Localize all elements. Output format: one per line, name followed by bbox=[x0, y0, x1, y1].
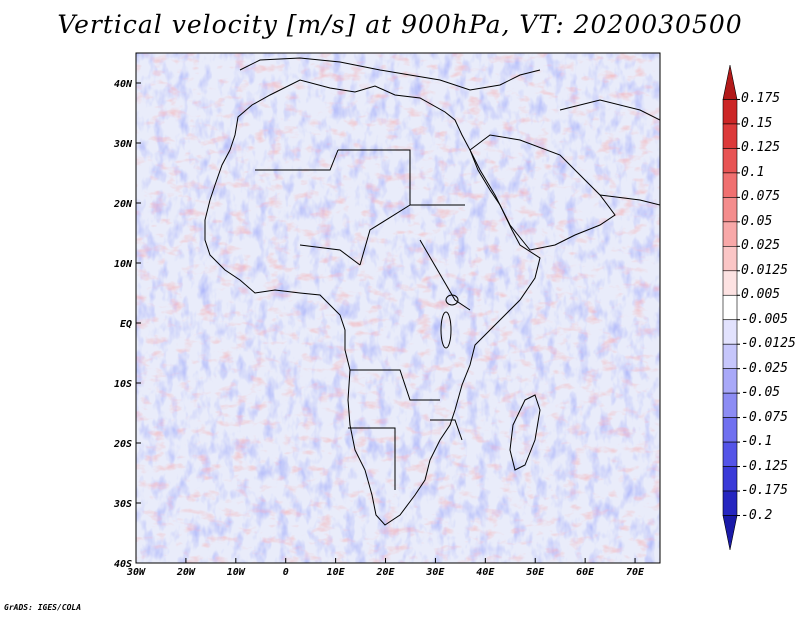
x-tick-label: 20W bbox=[176, 567, 196, 578]
colorbar-level-label: 0.1 bbox=[741, 164, 765, 180]
colorbar-swatch bbox=[722, 368, 738, 394]
grads-credit: GrADS: IGES/COLA bbox=[4, 603, 82, 612]
colorbar-swatch bbox=[722, 319, 738, 345]
colorbar-swatch bbox=[722, 490, 738, 516]
y-tick-label: 30N bbox=[113, 139, 133, 150]
x-tick-label: 50E bbox=[526, 567, 545, 578]
plot-area bbox=[136, 53, 660, 563]
colorbar-level-label: -0.05 bbox=[741, 385, 781, 401]
x-tick-label: 30E bbox=[425, 567, 445, 578]
colorbar-level-label: -0.1 bbox=[741, 434, 773, 450]
colorbar-level-label: -0.075 bbox=[741, 409, 788, 425]
colorbar-level-label: 0.175 bbox=[741, 91, 781, 107]
y-axis-ticks: 40N 30N 20N 10N EQ 10S 20S 30S 40S bbox=[113, 79, 141, 570]
x-tick-label: 40E bbox=[476, 567, 495, 578]
colorbar-level-label: 0.05 bbox=[741, 213, 773, 229]
x-tick-label: 10W bbox=[227, 567, 246, 578]
x-tick-label: 70E bbox=[626, 567, 645, 578]
colorbar-swatch bbox=[722, 148, 738, 174]
x-tick-label: 10E bbox=[327, 567, 346, 578]
vertical-velocity-field bbox=[136, 53, 660, 563]
x-tick-label: 30W bbox=[126, 567, 146, 578]
colorbar-swatch bbox=[722, 246, 738, 272]
colorbar-level-label: -0.005 bbox=[741, 311, 788, 327]
y-tick-label: 10N bbox=[114, 259, 133, 270]
y-tick-label: 20S bbox=[113, 439, 132, 450]
colorbar-level-label: 0.075 bbox=[741, 189, 781, 205]
colorbar-swatch bbox=[722, 417, 738, 443]
colorbar-swatch bbox=[722, 441, 738, 467]
y-tick-label: 40S bbox=[114, 559, 132, 570]
colorbar-swatch bbox=[722, 172, 738, 198]
colorbar-swatch bbox=[722, 466, 738, 492]
colorbar-level-label: 0.025 bbox=[741, 238, 781, 254]
colorbar-level-label: -0.025 bbox=[741, 360, 788, 376]
colorbar-level-label: -0.0125 bbox=[741, 336, 796, 352]
lake-tanganyika-outline bbox=[440, 311, 452, 349]
colorbar bbox=[722, 64, 740, 551]
y-tick-label: 30S bbox=[113, 499, 132, 510]
colorbar-swatch bbox=[722, 221, 738, 247]
y-tick-label: 20N bbox=[113, 199, 133, 210]
colorbar-swatch bbox=[722, 294, 738, 321]
y-tick-label: 10S bbox=[114, 379, 132, 390]
plot-frame bbox=[135, 52, 661, 564]
colorbar-swatch bbox=[722, 270, 738, 296]
x-tick-label: 60E bbox=[576, 567, 595, 578]
colorbar-swatch bbox=[722, 123, 738, 149]
colorbar-level-label: -0.2 bbox=[741, 507, 773, 523]
colorbar-swatch bbox=[722, 64, 738, 100]
y-tick-label: EQ bbox=[120, 319, 132, 330]
colorbar-level-label: -0.175 bbox=[741, 483, 788, 499]
map-title: Vertical velocity [m/s] at 900hPa, VT: 2… bbox=[57, 10, 743, 39]
x-tick-label: 20E bbox=[375, 567, 395, 578]
lake-victoria-outline bbox=[445, 294, 459, 306]
colorbar-swatch bbox=[722, 197, 738, 223]
colorbar-level-label: 0.125 bbox=[741, 140, 781, 156]
colorbar-swatch bbox=[722, 99, 738, 125]
colorbar-swatch bbox=[722, 392, 738, 418]
colorbar-swatch bbox=[722, 515, 738, 551]
y-tick-label: 40N bbox=[114, 79, 133, 90]
x-tick-label: 0 bbox=[283, 567, 289, 578]
x-axis-ticks: 30W 20W 10W 0 10E 20E 30E 40E 50E 60E 70E bbox=[126, 558, 645, 578]
colorbar-swatch bbox=[722, 343, 738, 369]
colorbar-level-label: -0.125 bbox=[741, 458, 788, 474]
colorbar-level-label: 0.005 bbox=[741, 287, 781, 303]
colorbar-level-label: 0.0125 bbox=[741, 262, 788, 278]
continent-outlines bbox=[204, 57, 660, 526]
colorbar-level-label: 0.15 bbox=[741, 115, 773, 131]
